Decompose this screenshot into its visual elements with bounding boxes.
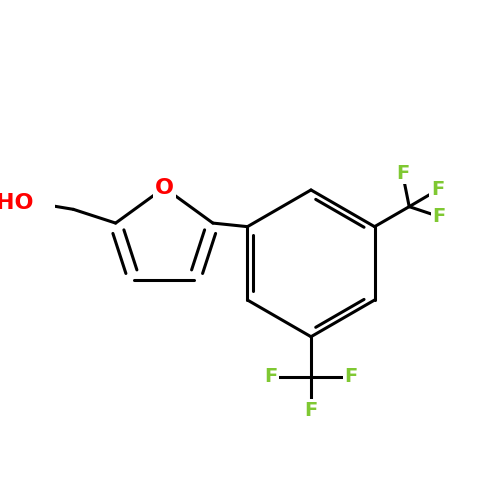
- Text: F: F: [431, 180, 444, 200]
- Text: F: F: [304, 400, 318, 419]
- Text: F: F: [396, 164, 409, 183]
- Text: HO: HO: [0, 192, 34, 212]
- Text: F: F: [264, 367, 278, 386]
- Text: O: O: [155, 178, 174, 198]
- Text: F: F: [432, 207, 446, 226]
- Text: F: F: [344, 367, 358, 386]
